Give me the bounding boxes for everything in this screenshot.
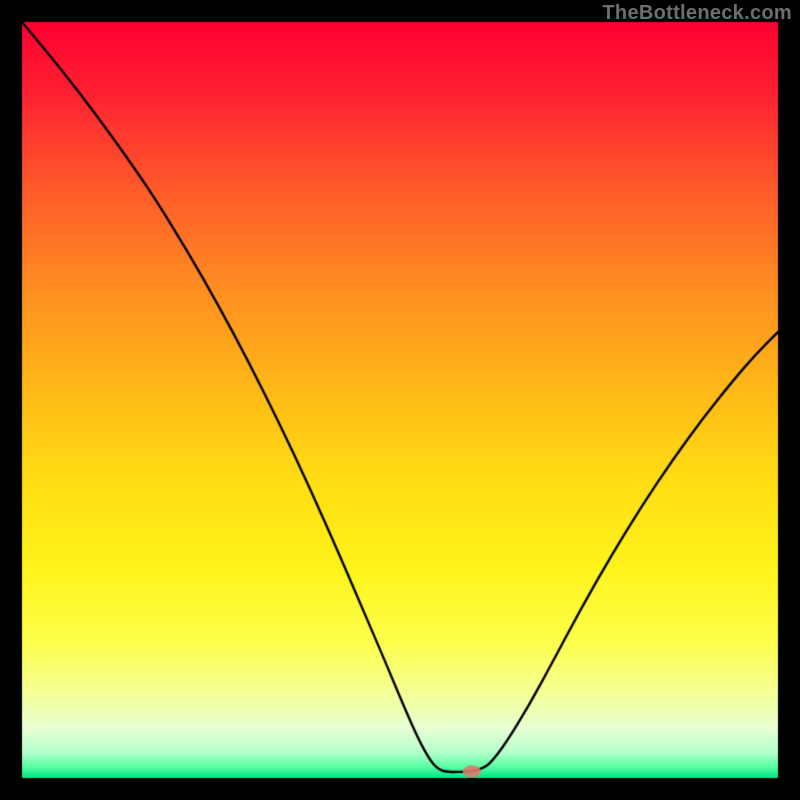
- watermark-text: TheBottleneck.com: [602, 2, 792, 25]
- chart-canvas: [0, 0, 800, 800]
- chart-stage: TheBottleneck.com: [0, 0, 800, 800]
